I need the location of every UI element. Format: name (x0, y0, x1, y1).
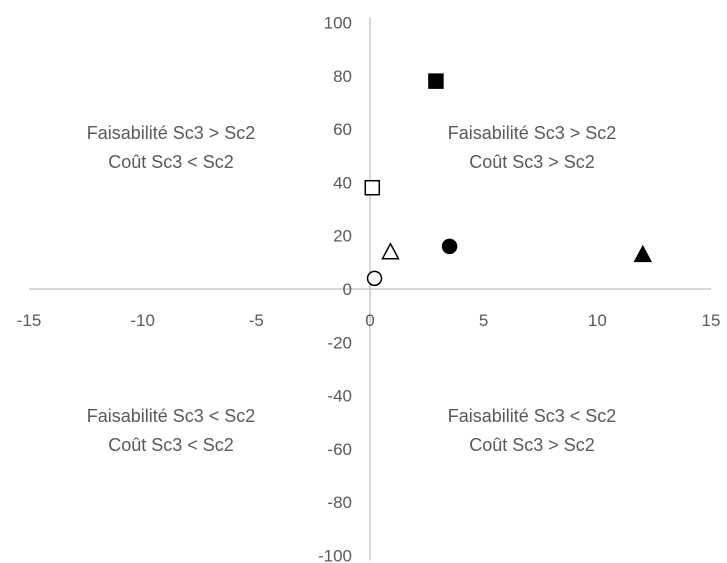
annotation-top-left-line2: Coût Sc3 < Sc2 (108, 152, 234, 172)
data-point-filled-square (428, 73, 444, 89)
annotation-top-right-line2: Coût Sc3 > Sc2 (469, 152, 595, 172)
y-tick-label: 0 (343, 280, 352, 299)
data-point-open-circle (366, 270, 383, 287)
x-tick-label: 15 (702, 311, 721, 330)
annotation-bottom-left-line1: Faisabilité Sc3 < Sc2 (87, 406, 256, 426)
x-tick-label: -10 (130, 311, 155, 330)
x-tick-label: 0 (365, 311, 374, 330)
y-tick-label: 20 (333, 227, 352, 246)
annotation-top-right-line1: Faisabilité Sc3 > Sc2 (448, 123, 617, 143)
data-point-filled-circle (441, 238, 458, 255)
annotation-bottom-left-line2: Coût Sc3 < Sc2 (108, 435, 234, 455)
annotation-bottom-right-line2: Coût Sc3 > Sc2 (469, 435, 595, 455)
y-tick-label: -80 (327, 493, 352, 512)
y-tick-label: 80 (333, 67, 352, 86)
quadrant-annotations: Faisabilité Sc3 > Sc2 Coût Sc3 < Sc2 Fai… (87, 123, 617, 455)
annotation-top-left-line1: Faisabilité Sc3 > Sc2 (87, 123, 256, 143)
axes (29, 17, 711, 561)
y-tick-label: 40 (333, 173, 352, 192)
data-points (364, 73, 653, 287)
tick-labels: -15 -10 -5 0 5 10 15 100 80 60 40 20 0 -20 -40 -60 -80 -1… (17, 14, 721, 563)
y-tick-label: -100 (318, 547, 352, 563)
x-tick-label: -5 (249, 311, 264, 330)
data-point-filled-triangle (633, 244, 653, 263)
y-tick-label: -40 (327, 387, 352, 406)
y-tick-label: 60 (333, 120, 352, 139)
x-tick-label: -15 (17, 311, 42, 330)
y-tick-label: -60 (327, 440, 352, 459)
annotation-bottom-right-line1: Faisabilité Sc3 < Sc2 (448, 406, 617, 426)
data-point-open-square (364, 179, 381, 196)
y-tick-label: -20 (327, 333, 352, 352)
y-tick-label: 100 (324, 14, 352, 33)
x-tick-label: 5 (479, 311, 488, 330)
data-point-open-triangle (381, 242, 400, 260)
x-tick-label: 10 (588, 311, 607, 330)
